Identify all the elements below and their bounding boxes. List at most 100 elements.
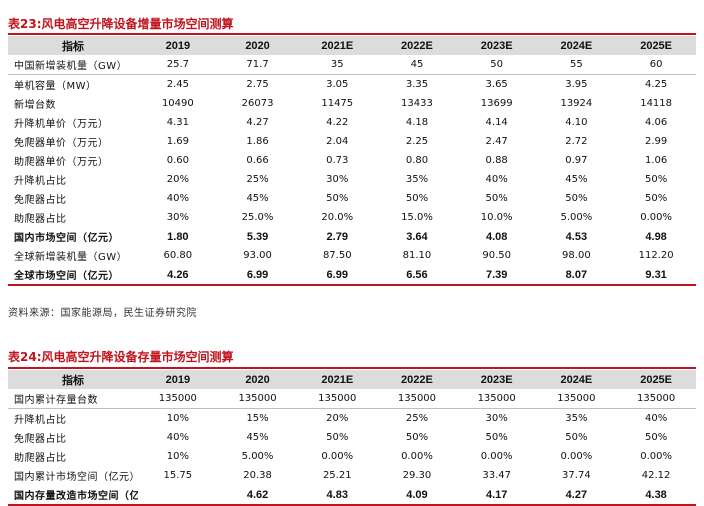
column-header-year: 2022E bbox=[377, 370, 457, 389]
table-cell: 6.56 bbox=[377, 265, 457, 286]
table-row: 国内累计存量台数 135000 135000 135000 135000 135000 13… bbox=[8, 389, 696, 409]
table-cell: 50% bbox=[326, 193, 349, 204]
table-cell: 10490 bbox=[161, 98, 194, 109]
table24-title-rule bbox=[8, 367, 696, 369]
table-cell: 0.66 bbox=[246, 155, 269, 166]
table-cell: 40% bbox=[166, 193, 189, 204]
table-cell: 25% bbox=[246, 174, 269, 185]
table-cell: 112.20 bbox=[638, 250, 674, 261]
row-label: 国内累计市场空间（亿元） bbox=[14, 472, 138, 483]
table-cell: 71.7 bbox=[217, 55, 298, 75]
table-cell: 5.00% bbox=[241, 451, 274, 462]
table-cell: 4.14 bbox=[485, 117, 508, 128]
table-cell: 50 bbox=[456, 55, 537, 75]
table-cell: 35 bbox=[297, 55, 378, 75]
table-cell: 4.18 bbox=[405, 117, 429, 128]
table-cell: 4.27 bbox=[246, 117, 269, 128]
table-cell: 0.88 bbox=[485, 155, 508, 166]
table-cell: 7.39 bbox=[456, 265, 537, 286]
table-cell: 4.06 bbox=[644, 117, 668, 128]
table-cell: 9.31 bbox=[616, 265, 696, 286]
column-header-year: 2024E bbox=[536, 370, 617, 389]
row-label: 国内存量改造市场空间（亿元） bbox=[8, 485, 138, 506]
table23: 指标 2019 2020 2021E 2022E 2023E 2024E 2025E 中国新增… bbox=[8, 36, 696, 286]
table-cell: 4.25 bbox=[644, 79, 668, 90]
table-cell: 4.22 bbox=[326, 117, 349, 128]
row-label: 免爬器占比 bbox=[14, 434, 67, 445]
table-row: 升降机占比 20% 25% 30% 35% 40% 45% 50% bbox=[8, 170, 696, 189]
table-cell: 13699 bbox=[480, 98, 513, 109]
table-cell: 4.98 bbox=[645, 230, 667, 243]
row-label: 单机容量（MW） bbox=[14, 81, 97, 92]
table-cell: 5.00% bbox=[560, 212, 593, 223]
column-header-year: 2025E bbox=[616, 36, 696, 55]
table-cell: 14118 bbox=[640, 98, 673, 109]
table-cell: 15.0% bbox=[401, 212, 433, 223]
column-header-year: 2022E bbox=[377, 36, 457, 55]
table-cell: 10.0% bbox=[480, 212, 513, 223]
table-row: 免爬器占比 40% 45% 50% 50% 50% 50% 50% bbox=[8, 189, 696, 208]
table-cell: 2.72 bbox=[565, 136, 588, 147]
table-cell: 50% bbox=[326, 432, 349, 443]
table24: 指标 2019 2020 2021E 2022E 2023E 2024E 2025E 国内累计… bbox=[8, 370, 696, 506]
table-cell: 4.31 bbox=[166, 117, 189, 128]
table-cell: 0.00% bbox=[640, 451, 672, 462]
column-header-indicator: 指标 bbox=[8, 36, 138, 55]
table-cell: 35% bbox=[565, 413, 588, 424]
row-label: 升降机占比 bbox=[14, 176, 67, 187]
table-cell: 3.95 bbox=[565, 79, 588, 90]
table-cell: 0.97 bbox=[565, 155, 588, 166]
table-cell: 37.74 bbox=[562, 470, 591, 481]
table24-title: 表24:风电高空升降设备存量市场空间测算 bbox=[8, 350, 234, 364]
table-cell: 135000 bbox=[616, 389, 696, 409]
column-header-year: 2023E bbox=[456, 36, 537, 55]
table-row: 助爬器占比 10% 5.00% 0.00% 0.00% 0.00% 0.00% 0.00% bbox=[8, 447, 696, 466]
table-cell: 4.09 bbox=[377, 485, 457, 506]
table-row: 国内存量改造市场空间（亿元） 4.624.834.094.174.274.38 bbox=[8, 485, 696, 506]
source-note: 资料来源：国家能源局，民生证券研究院 bbox=[8, 308, 197, 319]
table-cell: 3.05 bbox=[326, 79, 349, 90]
table-row: 升降机占比 10% 15% 20% 25% 30% 35% 40% bbox=[8, 409, 696, 429]
table-cell: 50% bbox=[405, 193, 429, 204]
table-cell: 25% bbox=[405, 413, 429, 424]
table-cell: 3.35 bbox=[405, 79, 429, 90]
table-cell: 93.00 bbox=[243, 250, 272, 261]
table-cell: 50% bbox=[485, 432, 508, 443]
row-label: 免爬器单价（万元） bbox=[14, 138, 109, 149]
column-header-year: 2019 bbox=[138, 370, 218, 389]
table-cell: 33.47 bbox=[482, 470, 511, 481]
table-cell: 30% bbox=[485, 413, 508, 424]
row-label: 中国新增装机量（GW） bbox=[8, 55, 138, 75]
table-cell: 50% bbox=[644, 432, 668, 443]
table-row: 升降机单价（万元） 4.31 4.27 4.22 4.18 4.14 4.10 4.06 bbox=[8, 113, 696, 132]
table-cell: 50% bbox=[565, 193, 588, 204]
table-cell: 2.79 bbox=[326, 230, 348, 243]
table-cell: 0.73 bbox=[326, 155, 349, 166]
table-cell: 1.86 bbox=[246, 136, 269, 147]
table-cell: 26073 bbox=[241, 98, 274, 109]
table-cell: 6.99 bbox=[297, 265, 378, 286]
table-cell: 2.45 bbox=[166, 79, 189, 90]
table-cell: 25.21 bbox=[322, 470, 352, 481]
table-cell: 11475 bbox=[321, 98, 354, 109]
table-row: 单机容量（MW） 2.45 2.75 3.05 3.35 3.65 3.95 4.25 bbox=[8, 75, 696, 95]
table23-body: 中国新增装机量（GW） 25.7 71.7 35 45 50 55 60 单机容量（MW） 2.4… bbox=[8, 55, 696, 286]
table-row: 全球市场空间（亿元） 4.26 6.99 6.99 6.56 7.39 8.07 9.31 bbox=[8, 265, 696, 286]
table24-header-row: 指标 2019 2020 2021E 2022E 2023E 2024E 2025E bbox=[8, 370, 696, 389]
table-cell: 50% bbox=[644, 193, 668, 204]
table-cell: 135000 bbox=[377, 389, 457, 409]
table-cell: 45 bbox=[377, 55, 457, 75]
table-cell: 4.62 bbox=[217, 485, 298, 506]
row-label: 助爬器占比 bbox=[14, 214, 67, 225]
table-cell: 1.06 bbox=[644, 155, 668, 166]
table-row: 国内累计市场空间（亿元） 15.75 20.38 25.21 29.30 33.47 37.… bbox=[8, 466, 696, 485]
table-cell: 15.75 bbox=[163, 470, 193, 481]
table-cell: 1.80 bbox=[167, 230, 189, 243]
table-cell: 60 bbox=[616, 55, 696, 75]
table-cell bbox=[138, 485, 218, 506]
table-cell: 13924 bbox=[560, 98, 593, 109]
column-header-year: 2025E bbox=[616, 370, 696, 389]
table-cell: 0.00% bbox=[480, 451, 513, 462]
table-cell: 3.65 bbox=[485, 79, 508, 90]
